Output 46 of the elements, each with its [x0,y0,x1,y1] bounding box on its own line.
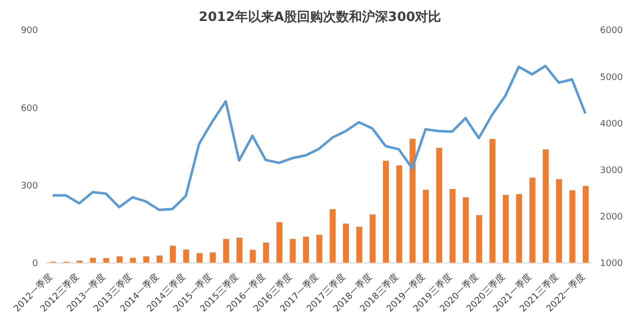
bar [422,190,429,263]
bar [342,224,349,263]
bar [316,234,322,263]
y2-tick-label: 4000 [600,119,624,130]
bar [556,179,562,263]
bar [516,194,522,263]
bar [156,255,163,263]
bar [502,194,509,263]
bar [462,197,469,263]
bar [196,253,202,263]
bar [450,188,456,263]
y-tick-label: 0 [32,259,38,270]
y-tick-label: 900 [20,26,38,36]
bar [330,209,336,263]
bar [276,222,282,263]
y-tick-label: 600 [20,104,38,114]
bar [210,252,216,263]
y2-tick-label: 2000 [600,212,624,223]
y2-tick-label: 6000 [600,26,624,36]
bar [103,258,110,263]
bar [236,238,242,263]
bar [170,246,176,263]
y-tick-label: 300 [20,182,38,192]
bar [542,149,549,263]
bar [303,236,310,263]
y2-tick-label: 5000 [600,72,624,83]
bar [290,238,296,263]
bar [476,215,482,263]
y2-tick-label: 3000 [600,166,624,176]
bar [410,138,416,263]
bar [250,250,256,263]
line-series [51,64,587,212]
bar [356,226,362,263]
chart-title: 2012年以来A股回购次数和沪深300对比 [198,8,442,26]
bar [396,165,402,263]
bar [569,190,576,263]
bar [223,238,230,263]
bar [263,242,270,263]
bar [382,160,389,263]
bar [183,250,190,263]
bar [436,148,442,263]
bar [529,178,536,263]
bar [370,214,376,263]
y2-tick-label: 1000 [600,259,624,270]
bar [489,138,496,263]
bar [582,186,589,263]
